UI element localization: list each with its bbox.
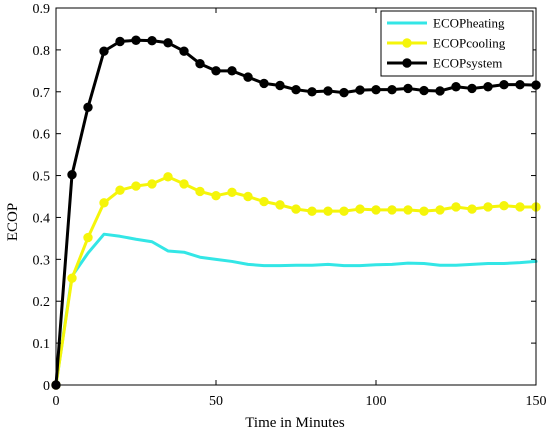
point-ECOPcooling-13 — [259, 196, 269, 207]
point-ECOPcooling-19 — [355, 204, 365, 214]
point-ECOPsystem-9 — [195, 59, 205, 69]
point-ECOPsystem-17 — [323, 86, 333, 96]
legend-label-ECOPcooling: ECOPcooling — [433, 36, 506, 51]
point-ECOPsystem-5 — [131, 35, 141, 45]
point-ECOPcooling-8 — [179, 179, 189, 189]
point-ECOPsystem-28 — [499, 79, 509, 90]
point-ECOPsystem-24 — [435, 86, 445, 96]
x-tick-label-2: 100 — [366, 394, 387, 409]
legend-marker-ECOPsystem — [402, 58, 412, 68]
point-ECOPcooling-20 — [371, 205, 381, 215]
point-ECOPsystem-7 — [163, 38, 173, 48]
point-ECOPsystem-11 — [227, 66, 237, 76]
point-ECOPcooling-25 — [451, 202, 461, 212]
y-tick-label-9: 0.9 — [33, 2, 51, 17]
point-ECOPsystem-14 — [275, 80, 285, 91]
point-ECOPcooling-22 — [403, 205, 413, 215]
point-ECOPcooling-7 — [163, 172, 173, 182]
legend: ECOPheating ECOPcooling ECOPsystem — [380, 10, 534, 77]
point-ECOPcooling-14 — [275, 200, 285, 210]
point-ECOPcooling-26 — [467, 204, 477, 214]
legend-marker-ECOPcooling — [402, 38, 412, 48]
y-tick-label-3: 0.3 — [33, 253, 51, 268]
point-ECOPcooling-16 — [307, 206, 317, 216]
point-ECOPcooling-6 — [147, 179, 157, 189]
point-ECOPsystem-19 — [355, 85, 365, 95]
point-ECOPcooling-3 — [99, 198, 109, 208]
point-ECOPsystem-1 — [67, 170, 77, 180]
point-ECOPcooling-18 — [339, 206, 349, 216]
point-ECOPsystem-13 — [259, 78, 269, 89]
y-axis-title: ECOP — [5, 203, 21, 241]
point-ECOPsystem-3 — [99, 46, 109, 56]
series-ECOPsystem — [51, 35, 541, 390]
series-line-ECOPheating — [54, 232, 538, 387]
y-tick-label-8: 0.8 — [33, 44, 51, 59]
point-ECOPsystem-6 — [147, 35, 157, 46]
plot-frame — [55, 7, 537, 386]
y-tick-label-4: 0.4 — [33, 211, 51, 226]
x-tick-label-1: 50 — [209, 394, 223, 409]
point-ECOPsystem-22 — [403, 83, 413, 94]
y-tick-label-5: 0.5 — [33, 170, 51, 185]
axes: 0 0.1 0.2 0.3 0.4 0.5 0.6 0.7 0.8 0.9 0 50 100 150 — [33, 2, 547, 409]
point-ECOPcooling-17 — [323, 206, 333, 216]
point-ECOPsystem-27 — [483, 82, 493, 92]
series-ECOPcooling — [51, 172, 541, 390]
point-ECOPsystem-26 — [467, 83, 477, 94]
point-ECOPcooling-1 — [67, 273, 77, 283]
y-tick-label-2: 0.2 — [33, 295, 51, 310]
point-ECOPsystem-21 — [387, 84, 397, 95]
point-ECOPsystem-2 — [83, 102, 93, 112]
point-ECOPcooling-27 — [483, 202, 493, 212]
legend-label-ECOPheating: ECOPheating — [433, 16, 505, 31]
y-tick-label-7: 0.7 — [33, 86, 51, 101]
point-ECOPcooling-10 — [211, 190, 221, 201]
point-ECOPsystem-12 — [243, 72, 253, 82]
x-axis-title: Time in Minutes — [245, 415, 345, 430]
point-ECOPsystem-23 — [419, 85, 429, 96]
point-ECOPcooling-28 — [499, 201, 509, 211]
point-ECOPsystem-8 — [179, 46, 189, 56]
point-ECOPcooling-9 — [195, 186, 205, 197]
point-ECOPsystem-4 — [115, 36, 125, 47]
point-ECOPsystem-16 — [307, 87, 317, 97]
x-tick-label-3: 150 — [526, 394, 547, 409]
series-ECOPheating — [54, 232, 538, 387]
x-tick-label-0: 0 — [53, 394, 60, 409]
point-ECOPsystem-29 — [515, 79, 525, 90]
point-ECOPcooling-21 — [387, 205, 397, 215]
point-ECOPsystem-10 — [211, 66, 221, 76]
y-tick-label-6: 0.6 — [33, 128, 51, 143]
point-ECOPsystem-25 — [451, 82, 461, 92]
point-ECOPcooling-23 — [419, 206, 429, 216]
point-ECOPcooling-29 — [515, 202, 525, 212]
point-ECOPcooling-24 — [435, 205, 445, 215]
point-ECOPsystem-15 — [291, 84, 301, 95]
point-ECOPcooling-5 — [131, 181, 141, 191]
point-ECOPcooling-12 — [243, 191, 253, 202]
point-ECOPsystem-20 — [371, 84, 381, 95]
legend-label-ECOPsystem: ECOPsystem — [433, 56, 502, 71]
y-tick-label-0: 0 — [43, 379, 50, 394]
point-ECOPcooling-15 — [291, 204, 301, 214]
point-ECOPsystem-18 — [339, 87, 349, 98]
plot-area — [51, 35, 541, 390]
point-ECOPcooling-11 — [227, 187, 237, 198]
y-tick-label-1: 0.1 — [33, 337, 51, 352]
point-ECOPcooling-2 — [83, 232, 93, 243]
point-ECOPcooling-4 — [115, 185, 125, 195]
